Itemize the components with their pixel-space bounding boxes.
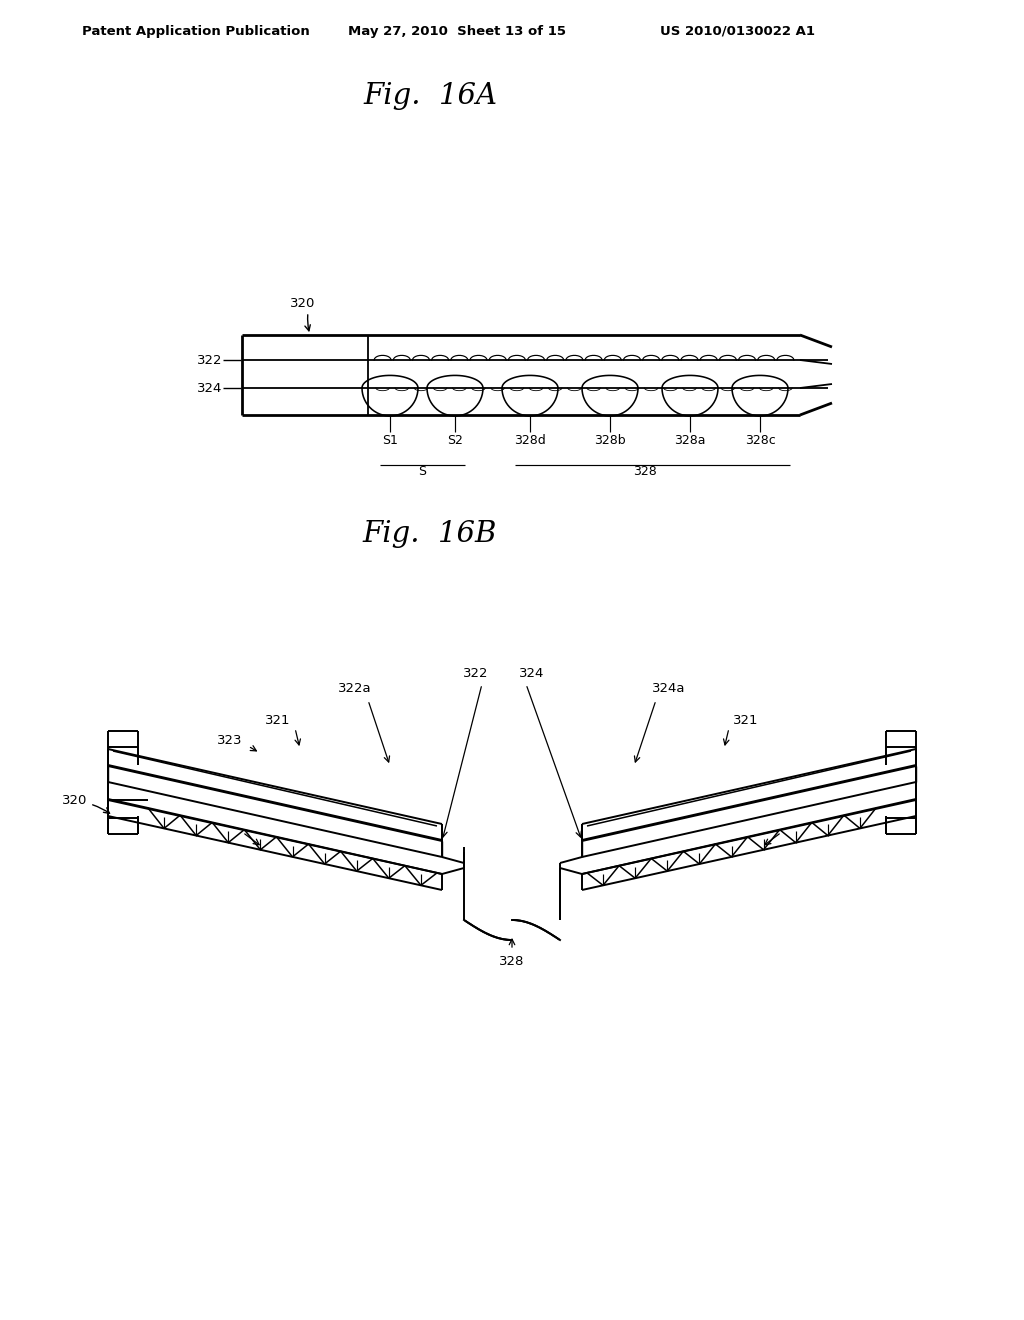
Text: US 2010/0130022 A1: US 2010/0130022 A1: [660, 25, 815, 38]
Text: 321: 321: [265, 714, 291, 726]
Text: 328: 328: [500, 954, 524, 968]
Text: 321: 321: [733, 714, 759, 726]
Text: 320: 320: [62, 793, 87, 807]
Text: 324: 324: [519, 667, 545, 680]
Text: May 27, 2010  Sheet 13 of 15: May 27, 2010 Sheet 13 of 15: [348, 25, 566, 38]
Text: S2: S2: [447, 434, 463, 447]
Text: S1: S1: [382, 434, 398, 447]
Text: Patent Application Publication: Patent Application Publication: [82, 25, 309, 38]
Text: 322: 322: [463, 667, 488, 680]
Text: 328: 328: [633, 465, 656, 478]
Text: 328c: 328c: [744, 434, 775, 447]
Text: 323: 323: [217, 734, 243, 747]
Text: 328b: 328b: [594, 434, 626, 447]
Text: 328a: 328a: [674, 434, 706, 447]
Text: 322a: 322a: [338, 682, 372, 696]
Text: S: S: [418, 465, 426, 478]
Text: 324: 324: [197, 381, 222, 395]
Text: 320: 320: [290, 297, 315, 310]
Text: 324a: 324a: [652, 682, 686, 696]
Text: Fig.  16A: Fig. 16A: [362, 82, 497, 110]
Text: 328d: 328d: [514, 434, 546, 447]
Text: 322: 322: [197, 354, 222, 367]
Text: Fig.  16B: Fig. 16B: [362, 520, 498, 548]
